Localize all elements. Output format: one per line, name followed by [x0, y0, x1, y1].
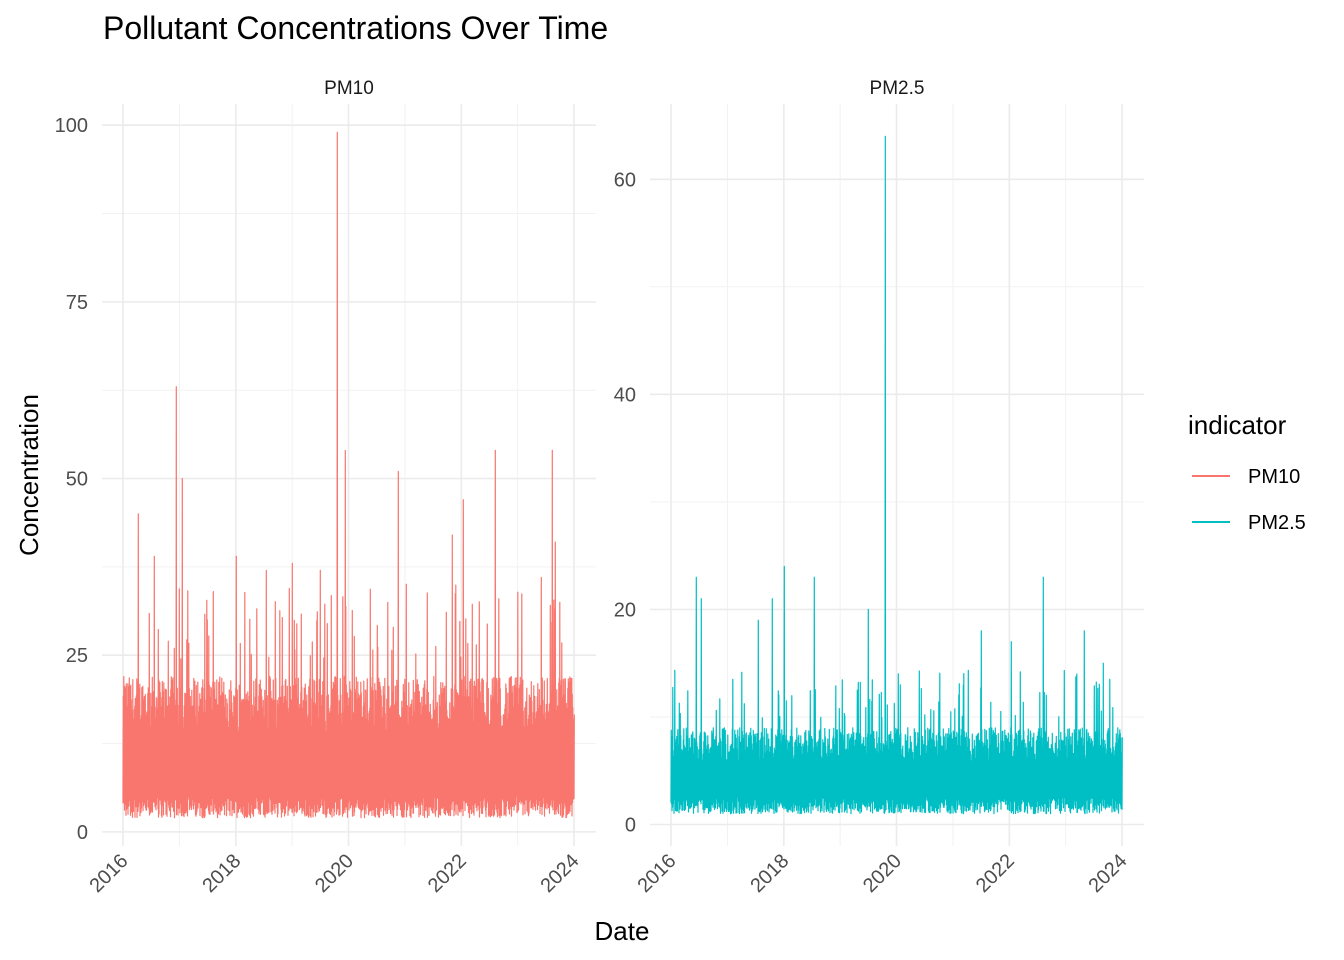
series-line-pm10 — [122, 131, 575, 819]
y-tick-label: 50 — [66, 469, 88, 491]
panel-pm10: 0 25 50 75 100 2016 2018 2020 2022 2024 PM10 — [55, 78, 596, 897]
legend-title: indicator — [1188, 410, 1287, 440]
x-tick-label: 2018 — [746, 850, 793, 897]
chart-title: Pollutant Concentrations Over Time — [103, 10, 609, 46]
panel-pm25: 0 20 40 60 2016 2018 2020 2022 2024 PM2.5 — [614, 78, 1144, 897]
x-tick-label: 2020 — [311, 850, 358, 897]
y-tick-label: 60 — [614, 169, 636, 191]
facet-panels: 0 25 50 75 100 2016 2018 2020 2022 2024 PM10 0 20 40 6… — [55, 78, 1144, 897]
y-tick-label: 25 — [66, 645, 88, 667]
x-tick-label: 2024 — [537, 850, 584, 897]
x-tick-label: 2016 — [634, 850, 681, 897]
x-tick-label: 2022 — [424, 850, 471, 897]
y-tick-label: 100 — [55, 115, 88, 137]
x-axis-title: Date — [595, 916, 650, 946]
y-tick-label: 0 — [625, 814, 636, 836]
series-line-pm25 — [670, 135, 1123, 815]
legend: indicator PM10 PM2.5 — [1188, 410, 1306, 534]
y-axis-title: Concentration — [14, 394, 44, 556]
y-tick-label: 20 — [614, 599, 636, 621]
x-tick-label: 2024 — [1085, 850, 1132, 897]
y-tick-label: 40 — [614, 384, 636, 406]
y-tick-label: 0 — [77, 822, 88, 844]
x-tick-label: 2016 — [86, 850, 133, 897]
facet-strip-label: PM2.5 — [870, 78, 925, 99]
facet-strip-label: PM10 — [324, 78, 374, 99]
y-tick-label: 75 — [66, 292, 88, 314]
legend-label-pm25: PM2.5 — [1248, 512, 1306, 534]
x-tick-label: 2022 — [972, 850, 1019, 897]
x-tick-label: 2018 — [198, 850, 245, 897]
legend-label-pm10: PM10 — [1248, 466, 1300, 488]
x-tick-label: 2020 — [859, 850, 906, 897]
